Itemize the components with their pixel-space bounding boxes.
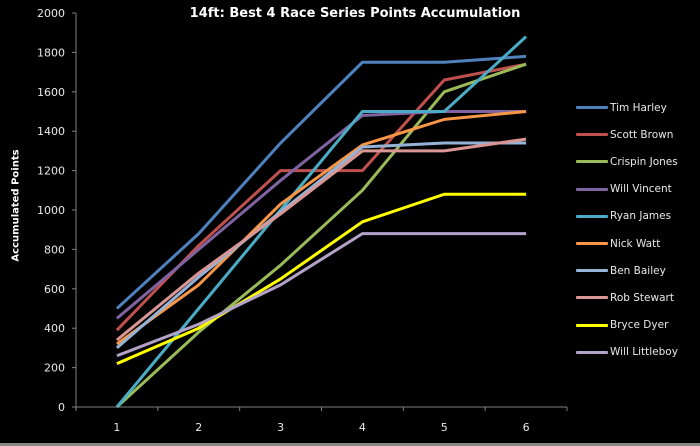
legend-label: Tim Harley bbox=[610, 101, 667, 114]
legend-swatch-icon bbox=[576, 214, 608, 218]
legend-label: Nick Watt bbox=[610, 237, 661, 250]
legend-swatch-icon bbox=[576, 323, 608, 327]
series-line-will-littleboy bbox=[116, 232, 527, 358]
legend-swatch-icon bbox=[576, 106, 608, 110]
y-tick-label: 1000 bbox=[37, 204, 65, 217]
legend-item: Will Vincent bbox=[576, 176, 700, 203]
legend-item: Tim Harley bbox=[576, 94, 700, 121]
y-tick-label: 400 bbox=[44, 322, 65, 335]
x-tick-label: 1 bbox=[113, 421, 120, 434]
y-tick-label: 800 bbox=[44, 243, 65, 256]
chart-title: 14ft: Best 4 Race Series Points Accumula… bbox=[189, 6, 521, 21]
series-line-rob-stewart bbox=[115, 137, 527, 342]
series-line-crispin-jones bbox=[115, 62, 527, 409]
y-tick-label: 200 bbox=[44, 362, 65, 375]
legend-swatch-icon bbox=[576, 242, 608, 246]
legend-item: Scott Brown bbox=[576, 121, 700, 148]
legend-item: Crispin Jones bbox=[576, 148, 700, 175]
legend-label: Will Vincent bbox=[610, 183, 672, 196]
legend-label: Scott Brown bbox=[610, 128, 674, 141]
legend-label: Crispin Jones bbox=[610, 155, 678, 168]
legend-label: Bryce Dyer bbox=[610, 319, 669, 332]
y-tick-label: 1400 bbox=[37, 125, 65, 138]
series-line-ben-bailey bbox=[115, 141, 527, 350]
legend-swatch-icon bbox=[576, 350, 608, 354]
series-line-bryce-dyer bbox=[116, 192, 527, 366]
legend-item: Rob Stewart bbox=[576, 284, 700, 311]
x-tick-label: 4 bbox=[359, 421, 366, 434]
y-tick-label: 1200 bbox=[37, 165, 65, 178]
x-tick-label: 6 bbox=[523, 421, 530, 434]
y-tick-label: 1800 bbox=[37, 46, 65, 59]
bottom-border bbox=[0, 443, 700, 446]
legend: Tim Harley Scott Brown Crispin Jones Will V… bbox=[576, 94, 700, 366]
legend-item: Nick Watt bbox=[576, 230, 700, 257]
y-axis: 0 200 400 600 800 1000 1200 1400 1600 1800 2000 bbox=[37, 7, 77, 414]
series-line-tim-harley bbox=[115, 54, 527, 310]
legend-label: Will Littleboy bbox=[610, 346, 678, 359]
x-tick-label: 3 bbox=[277, 421, 284, 434]
y-tick-label: 2000 bbox=[37, 7, 65, 20]
series-line-nick-watt bbox=[116, 110, 527, 346]
legend-swatch-icon bbox=[576, 269, 608, 273]
y-tick-label: 1600 bbox=[37, 86, 65, 99]
series-lines bbox=[115, 35, 528, 409]
legend-label: Ryan James bbox=[610, 210, 672, 223]
legend-item: Bryce Dyer bbox=[576, 312, 700, 339]
x-tick-label: 5 bbox=[441, 421, 448, 434]
legend-item: Ryan James bbox=[576, 203, 700, 230]
legend-item: Ben Bailey bbox=[576, 257, 700, 284]
series-line-ryan-james bbox=[115, 35, 528, 408]
legend-label: Ben Bailey bbox=[610, 264, 666, 277]
legend-item: Will Littleboy bbox=[576, 339, 700, 366]
legend-swatch-icon bbox=[576, 187, 608, 191]
legend-swatch-icon bbox=[576, 160, 608, 164]
legend-swatch-icon bbox=[576, 133, 608, 137]
y-tick-label: 0 bbox=[58, 401, 65, 414]
y-axis-label: Accumulated Points bbox=[10, 149, 22, 262]
legend-label: Rob Stewart bbox=[610, 291, 674, 304]
x-axis: 1 2 3 4 5 6 bbox=[75, 406, 568, 434]
x-tick-label: 2 bbox=[195, 421, 202, 434]
legend-swatch-icon bbox=[576, 296, 608, 300]
y-tick-label: 600 bbox=[44, 283, 65, 296]
series-line-will-vincent bbox=[115, 110, 527, 320]
